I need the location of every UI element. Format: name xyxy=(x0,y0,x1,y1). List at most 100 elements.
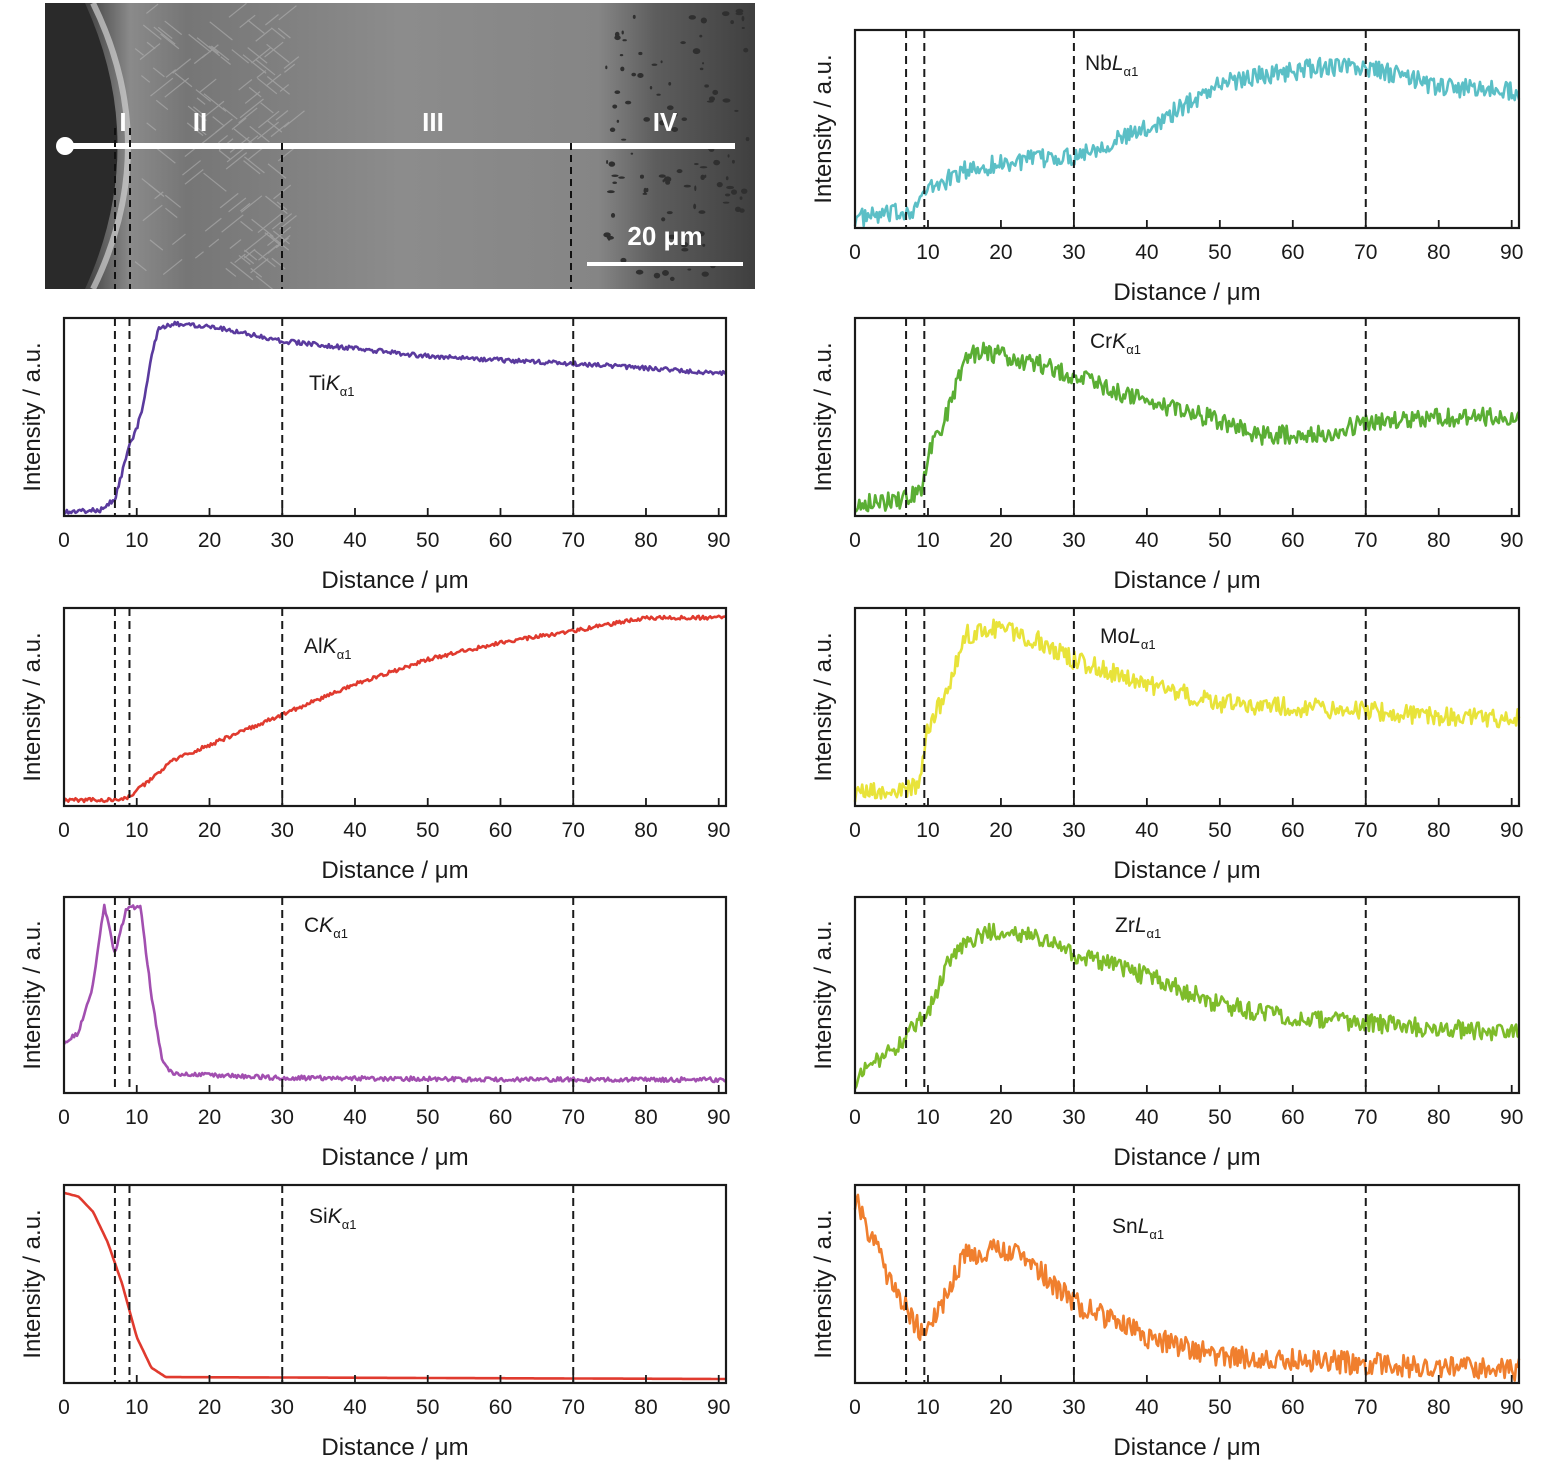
x-tick-label: 50 xyxy=(1208,529,1231,552)
sem-needle xyxy=(249,125,270,143)
x-tick-label: 30 xyxy=(1062,241,1085,264)
x-tick-label: 60 xyxy=(489,1106,512,1129)
sem-pore xyxy=(632,14,636,19)
sem-needle xyxy=(248,86,262,98)
series-line-c xyxy=(62,903,727,1084)
x-tick-label: 60 xyxy=(1281,1106,1304,1129)
sem-region-2: II xyxy=(193,107,207,137)
x-tick-label: 0 xyxy=(849,241,861,264)
sem-needle xyxy=(265,195,288,215)
x-tick-label: 20 xyxy=(198,819,221,842)
x-tick-label: 10 xyxy=(125,819,148,842)
x-tick-label: 90 xyxy=(1500,1396,1523,1419)
sem-pore xyxy=(612,104,618,109)
sem-needle xyxy=(242,54,267,74)
x-tick-label: 10 xyxy=(125,1396,148,1419)
sem-needle xyxy=(243,160,261,175)
x-tick-label: 70 xyxy=(1354,819,1377,842)
sem-pore xyxy=(741,188,748,194)
sem-pore xyxy=(681,117,688,121)
sem-needle xyxy=(251,218,274,238)
chart-panel-c: 0 10 20 30 40 50 60 70 80 90 Distance / μm Intensit… xyxy=(19,895,730,1171)
sem-pore xyxy=(649,85,653,90)
sem-needle xyxy=(203,93,227,112)
sem-pore xyxy=(704,84,709,88)
x-tick-label: 50 xyxy=(416,819,439,842)
sem-needle xyxy=(152,67,165,78)
sem-pore xyxy=(699,34,703,38)
sem-needle xyxy=(193,106,204,116)
sem-needle xyxy=(182,160,201,176)
sem-needle xyxy=(172,58,192,74)
sem-needle xyxy=(222,107,238,120)
sem-pore xyxy=(611,174,619,178)
sem-pore xyxy=(731,159,735,164)
sem-pore xyxy=(687,268,692,271)
sem-pore xyxy=(708,96,716,102)
sem-needle xyxy=(142,24,162,40)
sem-needle xyxy=(275,110,289,121)
sem-needle xyxy=(148,183,165,197)
sem-region-4: IV xyxy=(653,107,678,137)
sem-pore xyxy=(616,119,620,123)
sem-pore xyxy=(702,62,705,65)
sem-needle xyxy=(184,169,204,185)
sem-pore xyxy=(612,181,618,184)
x-tick-label: 60 xyxy=(489,819,512,842)
sem-needle xyxy=(243,248,256,259)
sem-pore xyxy=(722,11,730,17)
sem-pore xyxy=(680,241,689,248)
x-axis-title: Distance / μm xyxy=(1113,279,1260,306)
sem-needle xyxy=(194,124,207,136)
x-tick-label: 70 xyxy=(562,1106,585,1129)
sem-pore xyxy=(662,179,665,183)
sem-pore xyxy=(692,48,701,55)
sem-pore xyxy=(735,12,744,16)
x-tick-label: 90 xyxy=(707,1396,730,1419)
x-tick-label: 60 xyxy=(489,529,512,552)
x-tick-label: 90 xyxy=(1500,241,1523,264)
x-tick-label: 0 xyxy=(58,1396,70,1419)
element-symbol: Cr xyxy=(1090,330,1112,353)
x-tick-label: 0 xyxy=(58,529,70,552)
series-line-sn xyxy=(853,1193,1521,1382)
sem-needle xyxy=(250,267,263,278)
sem-pore xyxy=(668,81,672,86)
x-tick-label: 20 xyxy=(989,529,1012,552)
sem-pore xyxy=(608,161,616,167)
x-tick-label: 40 xyxy=(1135,241,1158,264)
element-line: K xyxy=(319,914,334,937)
sem-pore xyxy=(681,231,686,235)
sem-needle xyxy=(174,72,193,88)
sem-pore xyxy=(609,127,616,133)
sem-pore xyxy=(745,137,750,142)
sem-needle xyxy=(265,73,282,87)
sem-needle xyxy=(239,98,264,119)
sem-needle xyxy=(231,117,247,130)
sem-needle xyxy=(139,43,161,61)
sem-pore xyxy=(674,112,678,117)
x-tick-label: 80 xyxy=(1427,529,1450,552)
sem-needle xyxy=(230,261,254,281)
sem-needle xyxy=(267,163,287,179)
sem-pore xyxy=(621,138,627,141)
sem-pore-texture xyxy=(603,8,750,281)
sem-pore xyxy=(713,159,721,166)
x-tick-label: 30 xyxy=(271,1396,294,1419)
x-tick-label: 70 xyxy=(562,1396,585,1419)
series-line-zr xyxy=(853,922,1520,1090)
x-tick-label: 10 xyxy=(125,1106,148,1129)
sem-needle xyxy=(187,105,207,122)
sem-pore xyxy=(643,117,651,122)
x-tick-label: 60 xyxy=(1281,1396,1304,1419)
chart-panel-si: 0 10 20 30 40 50 60 70 80 90 Distance / μm Intensit… xyxy=(19,1183,730,1461)
x-axis-title: Distance / μm xyxy=(321,1434,468,1461)
sem-needle xyxy=(258,244,278,261)
sem-pore xyxy=(662,269,669,276)
sem-needle xyxy=(165,207,178,219)
plot-frame xyxy=(62,895,728,1095)
sem-pore xyxy=(668,234,676,240)
y-axis-title: Intensity / a.u. xyxy=(810,1209,837,1358)
sem-pore xyxy=(622,39,627,42)
sem-region-3: III xyxy=(422,107,444,137)
